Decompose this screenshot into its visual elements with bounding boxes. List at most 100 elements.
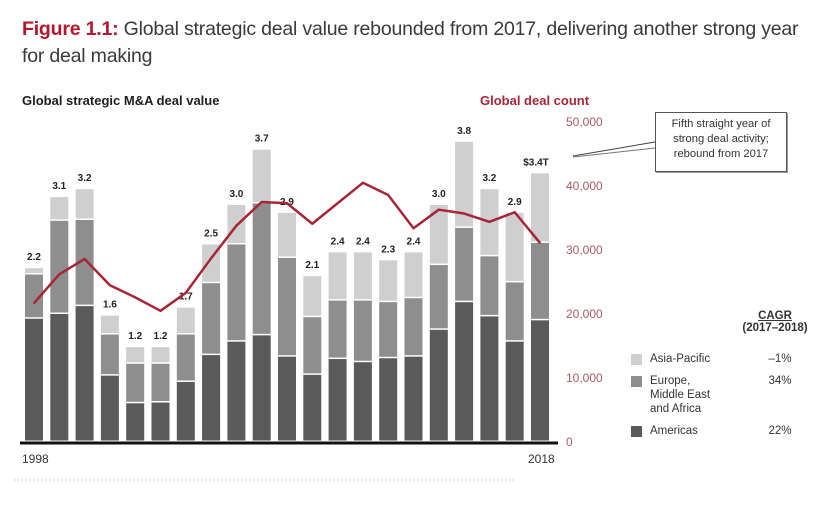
bar-total-label-2005: 2.5 [204,229,218,240]
deal-count-point-2011 [362,182,364,184]
right-axis-ticks: 0 10,000 20,000 30,000 40,000 50,000 [566,115,603,449]
bar-americas-2011 [353,362,372,441]
cagr-title: CAGR [758,310,792,322]
deal-count-point-2004 [185,292,187,294]
bar-total-label-2001: 1.6 [103,300,117,311]
bar-emea-2006 [227,244,246,341]
bar-emea-2012 [379,302,398,357]
deal-count-point-1998 [33,302,35,304]
bar-americas-2013 [404,356,423,441]
deal-count-point-2007 [260,201,263,203]
cagr-period: (2017–2018) [742,322,808,334]
bar-asia-pacific-2014 [429,205,448,264]
bar-emea-2009 [303,317,322,374]
bar-emea-2018 [531,242,549,319]
legend-cagr-value: 34% [768,375,792,387]
annotation-callout: Fifth straight year of strong deal activ… [655,112,787,172]
bar-asia-pacific-2012 [379,260,398,301]
bar-americas-2004 [176,381,195,441]
bar-total-label-2011: 2.4 [356,236,370,247]
bar-americas-2016 [480,316,499,441]
footnote-divider [14,479,514,481]
right-axis-tick-label: 20,000 [566,307,603,321]
bar-asia-pacific-2013 [404,252,423,297]
deal-count-point-1999 [58,273,61,276]
legend-swatch-emea [631,376,642,387]
bar-asia-pacific-2009 [303,276,322,316]
deal-count-point-2008 [286,202,288,205]
bar-total-label-2002: 1.2 [128,331,142,342]
bar-total-label-2003: 1.2 [154,331,168,342]
bar-total-label-2010: 2.4 [331,236,345,247]
legend-item-americas: Americas 22% [631,424,821,438]
bar-americas-2009 [303,374,322,441]
bar-emea-2003 [151,363,170,401]
deal-count-point-2017 [513,211,516,214]
bar-emea-2000 [75,220,94,305]
legend-swatch-americas [631,426,642,437]
bar-total-label-2016: 3.2 [482,173,496,184]
bar-asia-pacific-2007 [252,149,271,202]
bar-emea-2011 [353,300,372,361]
deal-count-point-2001 [109,284,111,287]
bar-americas-2005 [202,355,221,441]
bar-americas-2014 [429,329,448,441]
callout-leader-line [572,141,656,157]
legend: Asia-Pacific –1% Europe, Middle East and… [631,352,821,446]
bar-americas-2012 [379,358,398,441]
bar-americas-2008 [278,356,296,441]
bar-total-label-1999: 3.1 [52,181,66,192]
figure-title: Figure 1.1: Global strategic deal value … [22,16,812,70]
bar-asia-pacific-2004 [176,307,195,334]
bar-americas-2002 [126,403,145,441]
deal-count-point-2002 [134,296,136,299]
deal-count-point-2014 [438,208,440,211]
bar-asia-pacific-2010 [328,252,347,300]
bars-group [25,141,549,441]
bar-total-label-2014: 3.0 [432,189,446,200]
cagr-header: CAGR (2017–2018) [730,310,820,334]
legend-item-emea: Europe, Middle East and Africa 34% [631,374,821,416]
legend-label: Asia-Pacific [650,353,711,365]
bar-total-label-2006: 3.0 [229,189,243,200]
callout-leader-line-2 [572,147,656,158]
bar-total-label-1998: 2.2 [27,252,41,263]
left-axis-label: Global strategic M&A deal value [22,93,220,108]
bar-asia-pacific-1998 [25,268,43,274]
bar-total-label-2013: 2.4 [407,236,421,247]
deal-count-point-2010 [336,202,339,205]
bar-emea-2008 [278,257,296,356]
bar-asia-pacific-2003 [151,347,170,363]
bar-total-label-2017: 2.9 [508,197,522,208]
bar-total-label-2000: 3.2 [78,173,92,184]
bar-asia-pacific-2002 [126,347,145,363]
legend-label: Europe, Middle East and Africa [650,375,711,415]
bar-total-label-2018: $3.4T [523,157,549,168]
legend-swatch-asia-pacific [631,354,642,365]
bar-americas-2015 [455,302,474,441]
bar-americas-2001 [100,375,119,441]
figure-title-text: Global strategic deal value rebounded fr… [22,18,799,67]
legend-label: Americas [650,425,698,437]
bar-emea-2015 [455,227,474,301]
deal-count-point-2016 [488,221,491,223]
deal-count-point-2000 [83,258,86,260]
bar-emea-2014 [429,265,448,329]
bar-americas-2000 [75,306,94,441]
right-axis-label: Global deal count [480,93,590,108]
deal-count-point-2013 [412,227,415,230]
right-axis-tick-label: 50,000 [566,115,603,129]
bar-americas-1998 [25,318,43,441]
deal-count-point-2005 [210,257,212,260]
deal-count-point-2003 [159,310,162,312]
bar-total-label-2007: 3.7 [255,134,269,145]
bar-asia-pacific-2001 [100,315,119,334]
bar-total-label-2009: 2.1 [305,260,319,271]
legend-cagr-value: 22% [768,425,792,437]
bar-emea-2017 [505,282,524,341]
bar-emea-2013 [404,298,423,356]
bar-americas-1999 [50,314,69,441]
right-axis-tick-label: 0 [566,435,573,449]
bar-emea-2002 [126,363,145,402]
